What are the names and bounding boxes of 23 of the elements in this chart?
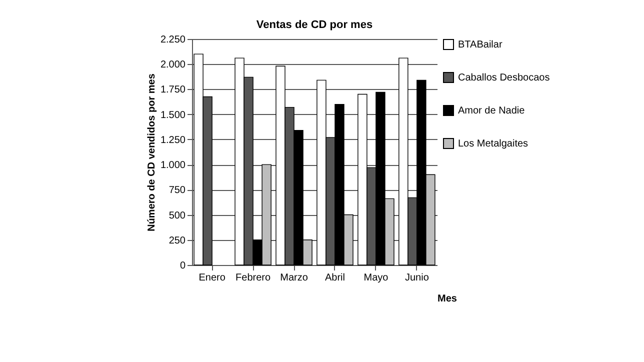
y-tick-label: 1.000 (160, 160, 186, 172)
x-tick-label: Marzo (280, 272, 308, 284)
x-tick-label: Abril (324, 272, 345, 284)
y-tick-label: 2.250 (160, 34, 186, 46)
y-tick-label: 500 (168, 210, 186, 222)
x-tick-label: Enero (198, 272, 226, 284)
y-axis-title: Número de CD vendidos por mes (146, 73, 158, 232)
x-tick-label: Mayo (364, 272, 389, 284)
y-tick-label: 0 (180, 260, 186, 272)
y-tick-label: 1.500 (160, 110, 186, 121)
legend-label: Caballos Desbocaos (458, 72, 550, 84)
x-tick-label: Febrero (236, 272, 271, 284)
x-tick-label: Junio (404, 272, 430, 284)
x-axis-title: Mes (438, 294, 458, 304)
legend-label: Los Metalgaites (458, 138, 528, 150)
y-tick-label: 1.250 (160, 134, 186, 146)
y-tick-label: 2.000 (160, 60, 186, 71)
y-tick-label: 250 (168, 235, 186, 246)
y-tick-label: 1.750 (160, 84, 186, 96)
legend-label: Amor de Nadie (458, 106, 526, 116)
chart-title: Ventas de CD por mes (256, 19, 373, 31)
y-tick-label: 750 (168, 185, 186, 196)
legend-label: BTABailar (458, 40, 503, 50)
